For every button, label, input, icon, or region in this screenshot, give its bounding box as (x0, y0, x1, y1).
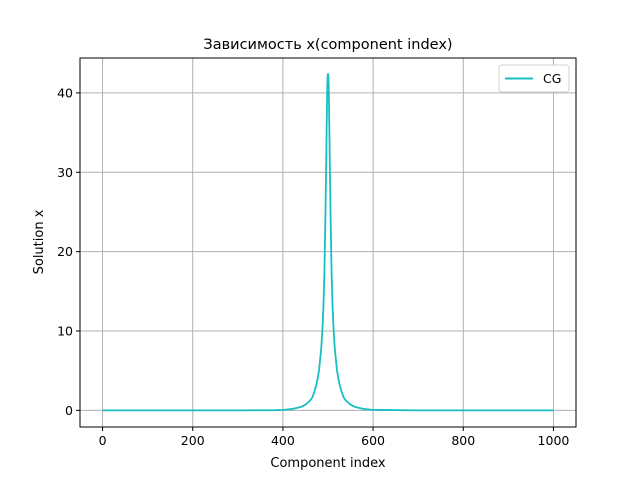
y-tick-label: 40 (57, 85, 73, 100)
legend: CG (498, 64, 570, 93)
series-line-cg (102, 72, 554, 412)
x-tick-label: 200 (181, 433, 205, 448)
x-tick-label: 400 (271, 433, 295, 448)
series-layer (102, 72, 554, 412)
y-tick-label: 10 (57, 323, 73, 338)
legend-label: CG (543, 71, 561, 86)
x-tick-label: 600 (361, 433, 385, 448)
y-axis: 0 10 20 30 40 (57, 85, 80, 418)
y-tick-label: 30 (57, 165, 73, 180)
x-axis-label: Component index (270, 456, 385, 471)
x-axis: 0 200 400 600 800 1000 (99, 427, 570, 448)
x-tick-label: 800 (451, 433, 475, 448)
grid-lines (80, 58, 576, 427)
y-tick-label: 0 (65, 403, 73, 418)
legend-box (498, 64, 570, 93)
y-tick-label: 20 (57, 244, 73, 259)
y-axis-label: Solution x (32, 209, 47, 274)
x-tick-label: 1000 (538, 433, 570, 448)
plot-frame (79, 57, 577, 428)
chart-title: Зависимость x(component index) (203, 37, 452, 53)
x-tick-label: 0 (99, 433, 107, 448)
